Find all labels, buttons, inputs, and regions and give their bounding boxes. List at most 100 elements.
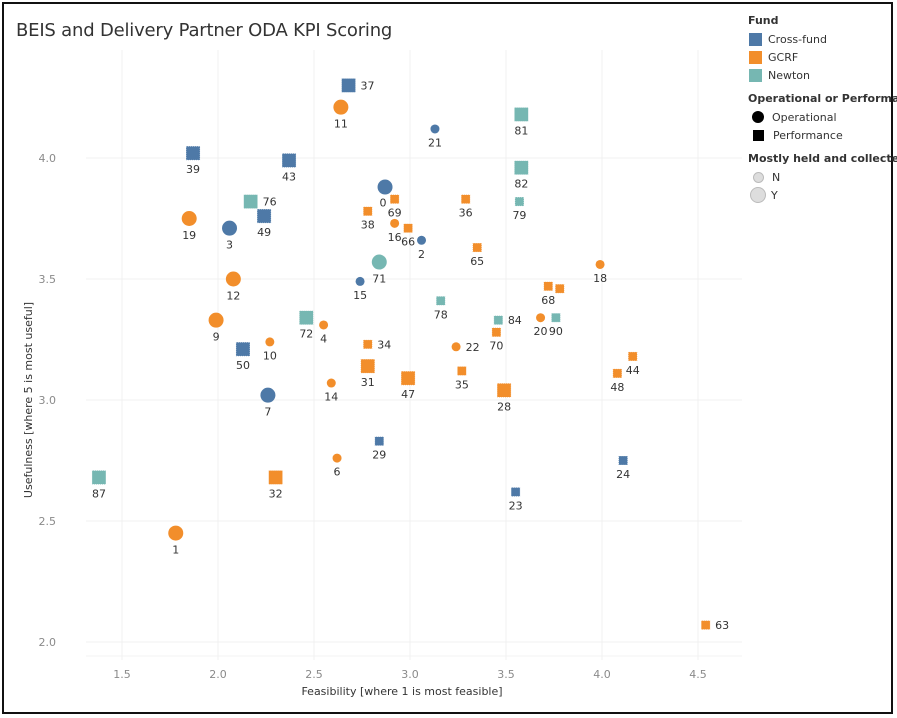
- point-marker-square: [362, 339, 373, 350]
- point-marker-circle: [326, 378, 336, 388]
- point-label: 28: [497, 400, 511, 413]
- point-label: 66: [401, 236, 415, 249]
- point-label: 22: [466, 341, 480, 354]
- x-tick-label: 4.5: [689, 668, 707, 681]
- point-marker-circle: [377, 179, 393, 195]
- point-label: 2: [418, 248, 425, 261]
- point-marker-square: [618, 455, 628, 466]
- data-point-37: 37: [341, 78, 375, 93]
- point-label: 20: [534, 325, 548, 338]
- data-point-38: 38: [361, 206, 375, 232]
- point-label: 71: [372, 273, 386, 286]
- data-point-79: 79: [512, 196, 526, 222]
- point-marker-square: [235, 341, 251, 357]
- y-tick-label: 4.0: [39, 152, 57, 165]
- cross-fund-swatch: [749, 32, 762, 46]
- data-point-72: 72: [299, 310, 314, 341]
- point-label: 6: [334, 466, 341, 479]
- data-point-48: 48: [610, 368, 624, 394]
- point-marker-square: [491, 327, 502, 338]
- point-marker-square: [374, 436, 385, 446]
- data-point-23: 23: [509, 487, 523, 512]
- point-label: 1: [172, 544, 179, 557]
- data-point-44: 44: [626, 351, 640, 377]
- point-label: 12: [226, 290, 240, 303]
- point-marker-square: [435, 295, 446, 306]
- point-label: 39: [186, 163, 200, 176]
- point-label: 11: [334, 118, 348, 131]
- point-label: 21: [428, 136, 442, 149]
- data-point-69: 69: [388, 194, 402, 220]
- point-marker-square: [554, 283, 565, 294]
- point-label: 70: [489, 340, 503, 353]
- y-tick-label: 3.0: [39, 394, 57, 407]
- data-point-76: 76: [243, 194, 277, 209]
- point-label: 47: [401, 388, 415, 401]
- point-marker-square: [389, 194, 400, 204]
- point-marker-circle: [371, 254, 387, 270]
- data-point-84: 84: [493, 314, 522, 327]
- data-point-36: 36: [459, 194, 473, 220]
- legend-label: N: [772, 170, 781, 184]
- data-point-49: 49: [256, 208, 272, 239]
- legend-item-gcrf[interactable]: GCRF: [748, 48, 888, 66]
- point-marker-square: [496, 383, 512, 398]
- data-point-90: 90: [549, 312, 563, 338]
- legend-label: Newton: [768, 68, 811, 82]
- data-point-15: 15: [353, 276, 367, 302]
- data-point-31: 31: [360, 358, 376, 389]
- data-point-20: 20: [534, 313, 548, 338]
- point-marker-circle: [417, 235, 427, 245]
- square-icon: [753, 129, 764, 141]
- point-marker-square: [403, 223, 413, 233]
- data-point-82: 82: [514, 160, 529, 191]
- legend-fund: Fund Cross-fund GCRF Newton: [748, 14, 888, 84]
- point-marker-circle: [536, 313, 546, 323]
- point-label: 23: [509, 499, 523, 512]
- data-point-78: 78: [434, 295, 448, 321]
- x-tick-label: 3.5: [497, 668, 515, 681]
- point-marker-square: [472, 242, 483, 253]
- data-point-2: 2: [417, 235, 427, 261]
- legend-item-n[interactable]: N: [748, 168, 888, 186]
- point-label: 9: [213, 331, 220, 344]
- point-label: 50: [236, 359, 250, 372]
- x-tick-label: 2.5: [305, 668, 323, 681]
- legend-item-performance[interactable]: Performance: [748, 126, 888, 144]
- point-marker-circle: [333, 99, 349, 115]
- data-point-14: 14: [324, 378, 338, 404]
- point-label: 82: [514, 178, 528, 191]
- point-label: 84: [508, 314, 522, 327]
- point-marker-square: [400, 370, 416, 386]
- x-tick-label: 4.0: [593, 668, 611, 681]
- legend-item-operational[interactable]: Operational: [748, 108, 888, 126]
- data-point-unlabeled: [554, 283, 565, 294]
- legend-size: Mostly held and collected.. N Y: [748, 152, 897, 204]
- point-marker-square: [457, 366, 467, 376]
- data-point-70: 70: [489, 327, 503, 353]
- point-label: 49: [257, 226, 271, 239]
- point-label: 15: [353, 289, 367, 302]
- point-marker-circle: [265, 337, 275, 347]
- data-point-19: 19: [181, 211, 197, 242]
- point-label: 72: [299, 328, 313, 341]
- data-point-1: 1: [168, 525, 184, 557]
- legend-size-title: Mostly held and collected..: [748, 152, 897, 165]
- point-marker-square: [514, 160, 529, 175]
- legend-item-cross-fund[interactable]: Cross-fund: [748, 30, 888, 48]
- point-label: 0: [380, 197, 387, 210]
- data-point-11: 11: [333, 99, 349, 131]
- legend-item-y[interactable]: Y: [748, 186, 888, 204]
- data-point-6: 6: [332, 453, 342, 479]
- point-label: 36: [459, 207, 473, 220]
- legend-item-newton[interactable]: Newton: [748, 66, 888, 84]
- legend-label: Operational: [772, 110, 837, 124]
- data-point-34: 34: [362, 338, 391, 351]
- y-tick-label: 3.5: [39, 273, 57, 286]
- data-point-7: 7: [260, 387, 276, 419]
- point-label: 69: [388, 207, 402, 220]
- data-point-28: 28: [496, 383, 512, 413]
